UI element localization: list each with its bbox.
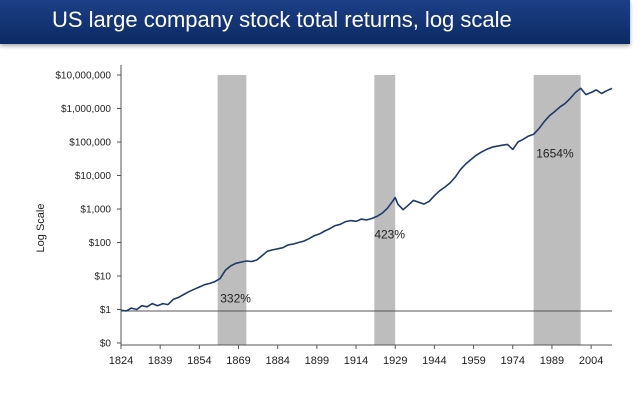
x-tick-label: 1914 <box>344 355 368 367</box>
period-return-label-2: 423% <box>374 228 405 242</box>
series-group <box>120 87 613 312</box>
x-tick-label: 1959 <box>461 355 485 367</box>
x-ticks: 1824 1839 1854 1869 1884 1899 1914 1929 1944 1959… <box>109 345 603 367</box>
x-tick-label: 1854 <box>187 355 211 367</box>
x-tick-label: 1974 <box>501 355 525 367</box>
x-tick-label: 1929 <box>383 355 407 367</box>
series-line-1 <box>120 87 613 312</box>
chart-axes <box>120 65 612 346</box>
period-return-label-3: 1654% <box>536 146 574 160</box>
x-tick-label: 1944 <box>422 355 446 367</box>
y-ticks: $0 $1 $10 $100 $1,000 $10,000 $100,000 $1,000,0… <box>55 71 121 350</box>
x-tick-label: 1989 <box>540 355 564 367</box>
title-bar: US large company stock total returns, lo… <box>0 0 630 44</box>
y-tick-label: $100 <box>89 238 112 249</box>
x-tick-label: 2004 <box>579 355 603 367</box>
x-tick-label: 1824 <box>109 355 133 367</box>
y-tick-label: $100,000 <box>69 138 111 149</box>
y-tick-label: $10,000,000 <box>55 71 111 82</box>
x-tick-label: 1884 <box>265 355 289 367</box>
y-tick-label: $1 <box>100 305 112 316</box>
y-tick-label: $1,000,000 <box>61 104 111 115</box>
chart-title: US large company stock total returns, lo… <box>52 7 512 32</box>
y-axis-label: Log Scale <box>35 204 47 253</box>
y-tick-label: $10 <box>94 272 111 283</box>
annotations: 332% 423% 1654% <box>220 146 574 305</box>
shaded-periods <box>217 75 581 345</box>
shaded-period-3 <box>533 75 581 345</box>
x-tick-label: 1839 <box>148 355 172 367</box>
x-tick-label: 1899 <box>305 355 329 367</box>
x-tick-label: 1869 <box>226 355 250 367</box>
period-return-label-1: 332% <box>220 292 251 306</box>
y-tick-label: $10,000 <box>75 171 112 182</box>
y-tick-label: $1,000 <box>80 205 111 216</box>
shaded-period-1 <box>217 75 247 345</box>
y-tick-label: $0 <box>100 339 112 350</box>
